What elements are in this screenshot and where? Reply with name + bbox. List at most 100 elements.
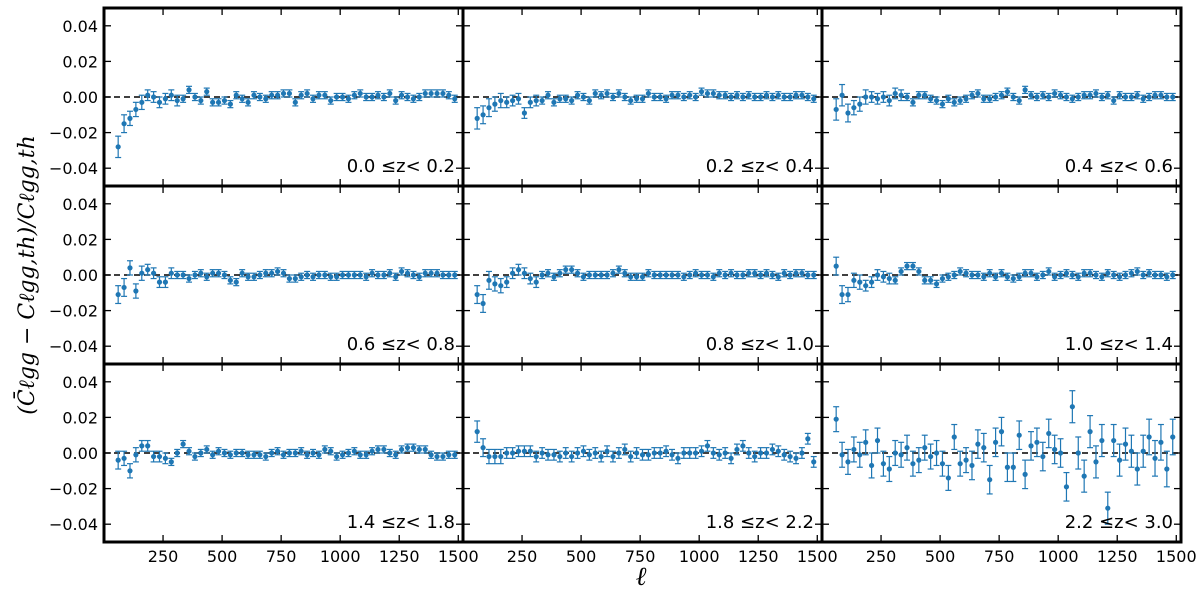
y-tick-label: 0.02 [62, 230, 98, 249]
data-point [1116, 91, 1123, 100]
data-point [286, 448, 293, 458]
data-point [357, 270, 364, 280]
data-point [286, 274, 293, 283]
data-point [722, 270, 729, 280]
data-point [363, 92, 370, 102]
y-tick-label: 0.04 [62, 195, 98, 214]
marker [928, 277, 934, 283]
data-point [874, 92, 881, 105]
data-point [862, 89, 869, 105]
marker [563, 450, 569, 456]
marker [1075, 450, 1081, 456]
data-point [268, 91, 275, 100]
data-point [874, 427, 881, 454]
marker [533, 97, 539, 104]
marker [127, 115, 133, 121]
marker [851, 446, 857, 453]
marker [880, 94, 887, 100]
data-point [974, 429, 981, 459]
data-point [1169, 270, 1176, 280]
marker [533, 279, 539, 285]
x-tick-label: 1000 [679, 547, 720, 566]
data-point [1033, 427, 1040, 458]
marker [369, 94, 375, 100]
data-point [775, 445, 782, 458]
marker [651, 94, 657, 100]
marker [381, 272, 387, 278]
data-point [998, 91, 1005, 100]
marker [210, 452, 216, 458]
data-point [562, 447, 569, 459]
data-point [909, 450, 916, 477]
marker [150, 270, 157, 276]
data-point [1028, 431, 1035, 461]
marker [586, 97, 592, 104]
data-point [1022, 459, 1029, 490]
data-point [704, 439, 711, 452]
marker [604, 272, 610, 278]
marker [292, 275, 298, 282]
marker [210, 99, 216, 105]
marker [316, 92, 322, 98]
marker [375, 92, 381, 98]
marker [863, 283, 869, 289]
marker [633, 274, 640, 280]
data-point [1075, 436, 1082, 470]
marker [1146, 94, 1152, 100]
data-point [197, 269, 204, 278]
data-point [1022, 85, 1029, 95]
marker [416, 274, 422, 280]
marker [839, 92, 845, 98]
data-point [280, 269, 287, 278]
marker [1128, 94, 1135, 100]
data-point [485, 98, 492, 118]
y-tick-label: −0.02 [49, 302, 98, 321]
marker [998, 429, 1005, 435]
data-point [698, 270, 705, 280]
data-point [503, 447, 510, 459]
data-point [363, 272, 370, 281]
marker [592, 450, 598, 456]
marker [663, 448, 669, 454]
marker [1063, 94, 1070, 100]
marker [669, 92, 675, 98]
marker [381, 446, 387, 453]
marker [269, 92, 275, 98]
redshift-range-label: 0.6 ≤z< 0.8 [347, 334, 455, 355]
data-point [621, 443, 628, 456]
marker [998, 270, 1005, 276]
data-point [339, 270, 346, 280]
data-point [1092, 445, 1099, 479]
data-point [621, 269, 628, 278]
marker [1046, 430, 1052, 437]
marker [892, 277, 898, 283]
marker [610, 270, 616, 276]
marker [339, 452, 346, 458]
marker [198, 97, 204, 104]
marker [434, 270, 440, 276]
data-point [162, 452, 169, 465]
data-point [221, 270, 228, 280]
marker [851, 277, 857, 283]
data-point [545, 91, 552, 100]
data-point [844, 286, 851, 303]
data-point [245, 272, 252, 281]
data-point [716, 448, 723, 461]
data-point [951, 98, 958, 107]
data-point [392, 450, 399, 459]
marker [452, 96, 458, 102]
data-point [1057, 438, 1064, 468]
data-point [416, 272, 423, 281]
marker [204, 446, 210, 453]
data-point [321, 445, 328, 454]
redshift-range-label: 0.2 ≤z< 0.4 [706, 156, 814, 177]
marker [310, 450, 316, 456]
marker [975, 441, 981, 447]
data-point [904, 261, 911, 271]
marker [168, 270, 174, 276]
data-point [898, 441, 905, 468]
marker [440, 90, 446, 97]
marker [539, 97, 545, 104]
data-point [728, 452, 735, 465]
data-point [739, 92, 746, 102]
